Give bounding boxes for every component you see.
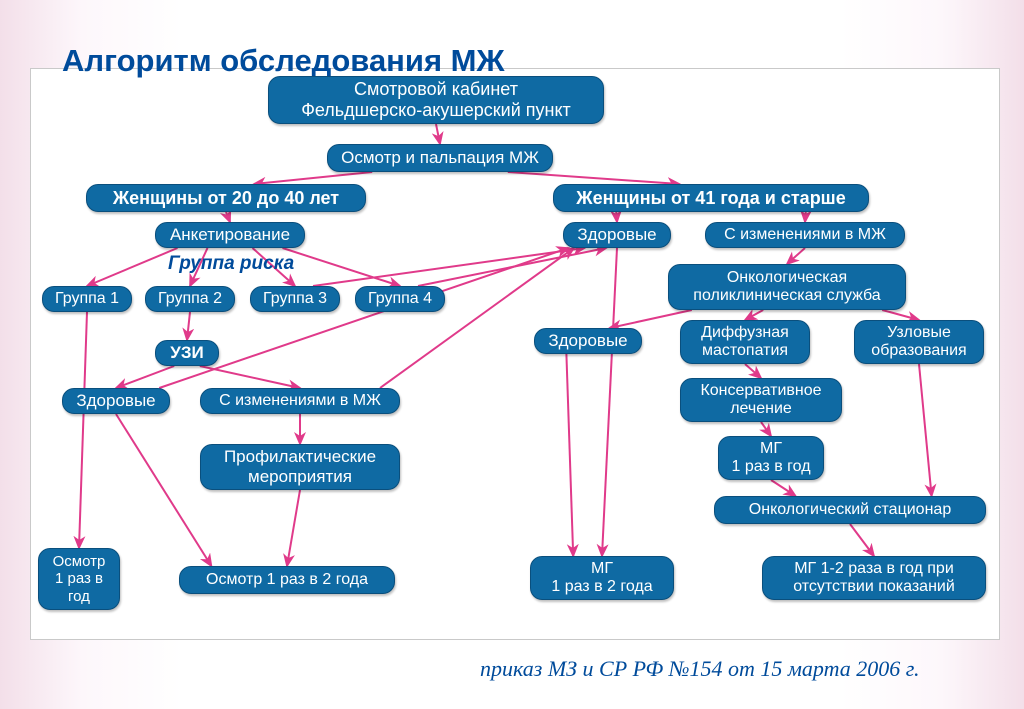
node-n_g1: Группа 1 xyxy=(42,286,132,312)
node-n_age20: Женщины от 20 до 40 лет xyxy=(86,184,366,212)
node-n_age41: Женщины от 41 года и старше xyxy=(553,184,869,212)
node-n_nodal: Узловыеобразования xyxy=(854,320,984,364)
node-n_start: Смотровой кабинетФельдшерско-акушерский … xyxy=(268,76,604,124)
node-n_mg2yr: МГ1 раз в 2 года xyxy=(530,556,674,600)
node-n_g2: Группа 2 xyxy=(145,286,235,312)
node-n_uzi_changes: С изменениями в МЖ xyxy=(200,388,400,414)
node-n_cons_treat: Консервативноелечение xyxy=(680,378,842,422)
node-n_g4: Группа 4 xyxy=(355,286,445,312)
node-n_exam1yr: Осмотр1 раз вгод xyxy=(38,548,120,610)
node-n_onco_poly: Онкологическаяполиклиническая служба xyxy=(668,264,906,310)
node-n_healthy_op: Здоровые xyxy=(534,328,642,354)
node-n_quest: Анкетирование xyxy=(155,222,305,248)
node-n_prof: Профилактическиемероприятия xyxy=(200,444,400,490)
node-n_exam2yr: Осмотр 1 раз в 2 года xyxy=(179,566,395,594)
node-n_mg1yr: МГ1 раз в год xyxy=(718,436,824,480)
footer-citation: приказ МЗ и СР РФ №154 от 15 марта 2006 … xyxy=(480,656,920,682)
risk-group-label: Группа риска xyxy=(168,253,294,275)
node-n_g3: Группа 3 xyxy=(250,286,340,312)
node-n_exam: Осмотр и пальпация МЖ xyxy=(327,144,553,172)
node-n_changes41: С изменениями в МЖ xyxy=(705,222,905,248)
node-n_mg12yr: МГ 1-2 раза в год приотсутствии показани… xyxy=(762,556,986,600)
node-n_uzi: УЗИ xyxy=(155,340,219,366)
slide-stage: Алгоритм обследования МЖ Группа риска См… xyxy=(0,0,1024,709)
node-n_diff_mast: Диффузнаямастопатия xyxy=(680,320,810,364)
node-n_onco_stat: Онкологический стационар xyxy=(714,496,986,524)
slide-title: Алгоритм обследования МЖ xyxy=(62,43,505,79)
node-n_uzi_healthy: Здоровые xyxy=(62,388,170,414)
node-n_healthy41: Здоровые xyxy=(563,222,671,248)
